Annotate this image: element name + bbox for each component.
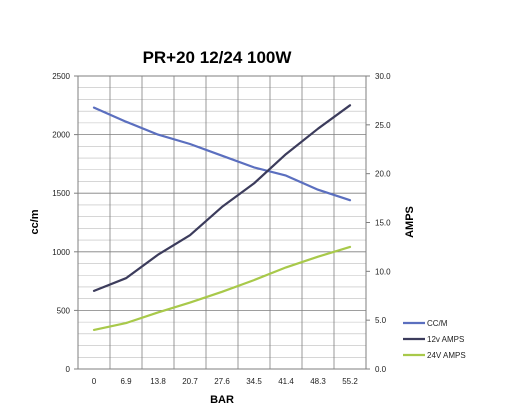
x-tick-label: 6.9 [120, 377, 132, 386]
y2-tick-label: 0.0 [375, 365, 387, 374]
legend-label: 12v AMPS [427, 335, 464, 344]
x-tick-label: 0 [92, 377, 97, 386]
x-tick-label: 34.5 [246, 377, 262, 386]
series-line-3 [92, 245, 352, 331]
x-tick-label: 41.4 [278, 377, 294, 386]
y-axis-title: cc/m [29, 209, 41, 234]
axes: 0 500 1000 1500 2000 2500 0.0 5.0 10.0 15.0 20.0 25… [52, 72, 391, 386]
legend-label: CC/M [427, 319, 448, 328]
series-line-1 [92, 106, 352, 202]
y2-tick-label: 5.0 [375, 316, 387, 325]
legend-label: 24V AMPS [427, 351, 466, 360]
y-tick-label: 2000 [52, 131, 70, 140]
x-tick-label: 48.3 [310, 377, 326, 386]
y2-axis-title: AMPS [404, 206, 416, 238]
series-lines [92, 104, 352, 331]
x-tick-label: 27.6 [214, 377, 230, 386]
legend: CC/M 12v AMPS 24V AMPS [403, 319, 466, 360]
y-tick-label: 0 [66, 365, 71, 374]
series-line-2 [92, 104, 352, 292]
y-tick-label: 1500 [52, 189, 70, 198]
y-tick-label: 2500 [52, 72, 70, 81]
chart-title: PR+20 12/24 100W [143, 48, 293, 67]
y-tick-label: 500 [57, 306, 71, 315]
y2-tick-label: 10.0 [375, 267, 391, 276]
x-tick-label: 20.7 [182, 377, 198, 386]
y2-tick-label: 30.0 [375, 72, 391, 81]
x-axis-title: BAR [210, 394, 234, 406]
y2-tick-label: 15.0 [375, 219, 391, 228]
y2-tick-label: 20.0 [375, 170, 391, 179]
y2-tick-label: 25.0 [375, 121, 391, 130]
x-tick-label: 55.2 [342, 377, 358, 386]
y-tick-label: 1000 [52, 248, 70, 257]
x-tick-label: 13.8 [150, 377, 166, 386]
